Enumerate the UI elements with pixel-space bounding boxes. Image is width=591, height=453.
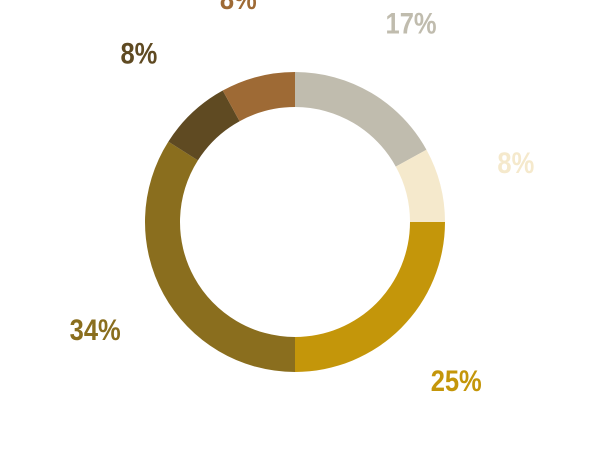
- data-label: 17%: [386, 7, 437, 40]
- donut-segment: [145, 141, 295, 372]
- data-label: 8%: [120, 37, 157, 70]
- data-label: 8%: [497, 146, 534, 179]
- donut-segment: [395, 149, 445, 222]
- data-label: 25%: [431, 364, 482, 397]
- data-label: 8%: [220, 0, 257, 16]
- donut-segment: [168, 90, 240, 161]
- donut-segment: [295, 72, 427, 167]
- donut-segment: [222, 72, 295, 122]
- donut-segment: [295, 222, 445, 372]
- data-label: 34%: [70, 313, 121, 346]
